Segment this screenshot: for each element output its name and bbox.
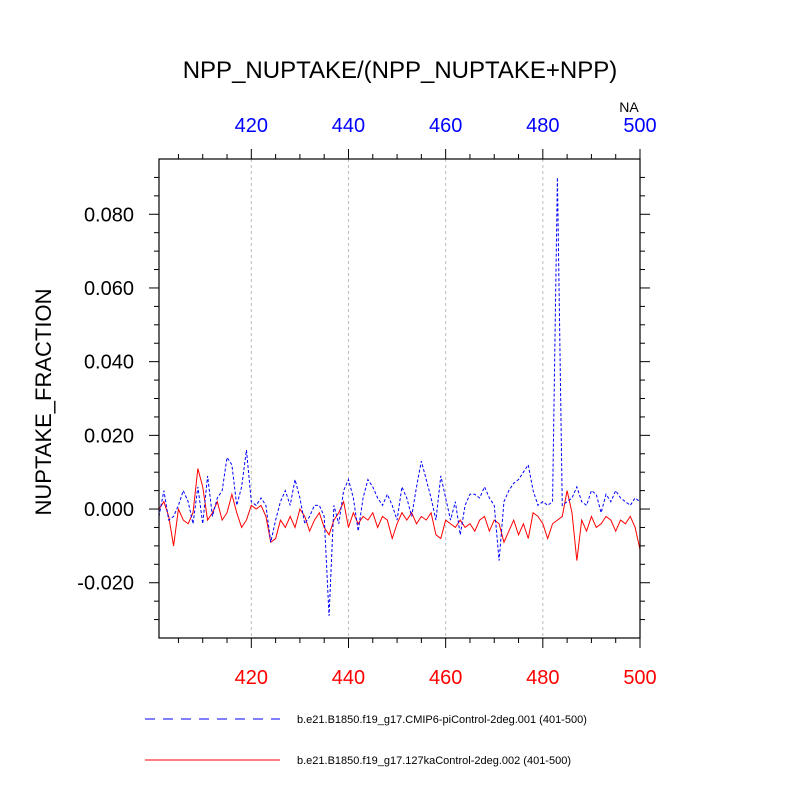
- chart-title: NPP_NUPTAKE/(NPP_NUPTAKE+NPP): [183, 57, 618, 84]
- grid-lines: [250, 159, 544, 638]
- x-tick-label-top: 440: [332, 115, 365, 137]
- axis-ticks: [149, 149, 650, 648]
- x-tick-label-bottom: 500: [623, 667, 656, 689]
- tick-labels: 420 420 440 440 460 460 480 480 500 500 -0.020 0.00…: [77, 115, 656, 689]
- x-tick-label-top: 480: [526, 115, 559, 137]
- y-tick-label: 0.040: [84, 352, 134, 374]
- y-tick-label: 0.080: [84, 204, 134, 226]
- y-axis-label: NUPTAKE_FRACTION: [31, 289, 56, 516]
- x-tick-label-bottom: 460: [429, 667, 462, 689]
- top-axis-extra-label: NA: [619, 99, 639, 115]
- plot-frame: [158, 158, 641, 639]
- x-tick-label-bottom: 420: [235, 667, 268, 689]
- legend-label-series-1: b.e21.B1850.f19_g17.CMIP6-piControl-2deg…: [297, 714, 587, 726]
- series-line-2: [158, 468, 641, 561]
- y-tick-label: 0.000: [84, 499, 134, 521]
- x-tick-label-bottom: 440: [332, 667, 365, 689]
- series-lines: [158, 177, 641, 616]
- y-tick-label: 0.020: [84, 425, 134, 447]
- y-tick-label: -0.020: [77, 573, 134, 595]
- y-tick-label: 0.060: [84, 278, 134, 300]
- x-tick-label-top: 500: [623, 115, 656, 137]
- series-line-1: [158, 177, 641, 616]
- legend: b.e21.B1850.f19_g17.CMIP6-piControl-2deg…: [145, 714, 587, 767]
- legend-label-series-2: b.e21.B1850.f19_g17.127kaControl-2deg.00…: [297, 755, 571, 767]
- x-tick-label-bottom: 480: [526, 667, 559, 689]
- x-tick-label-top: 420: [235, 115, 268, 137]
- x-tick-label-top: 460: [429, 115, 462, 137]
